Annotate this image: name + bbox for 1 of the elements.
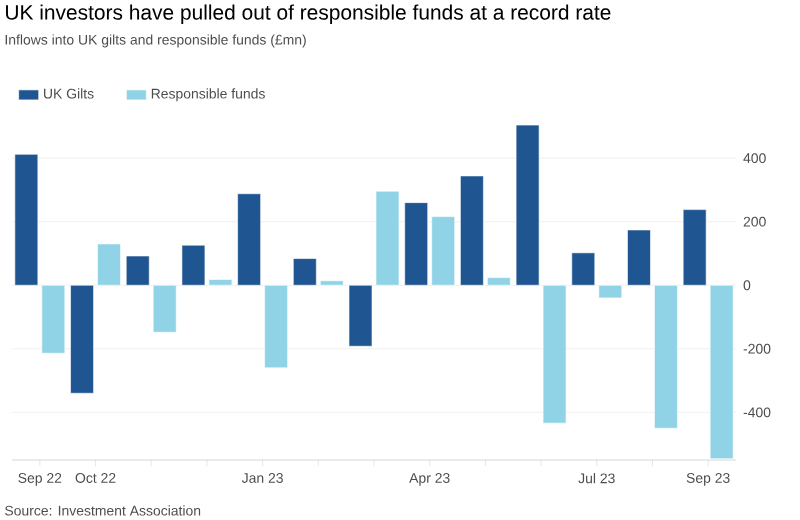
chart-title: UK investors have pulled out of responsible funds at a record rate <box>6 4 611 24</box>
